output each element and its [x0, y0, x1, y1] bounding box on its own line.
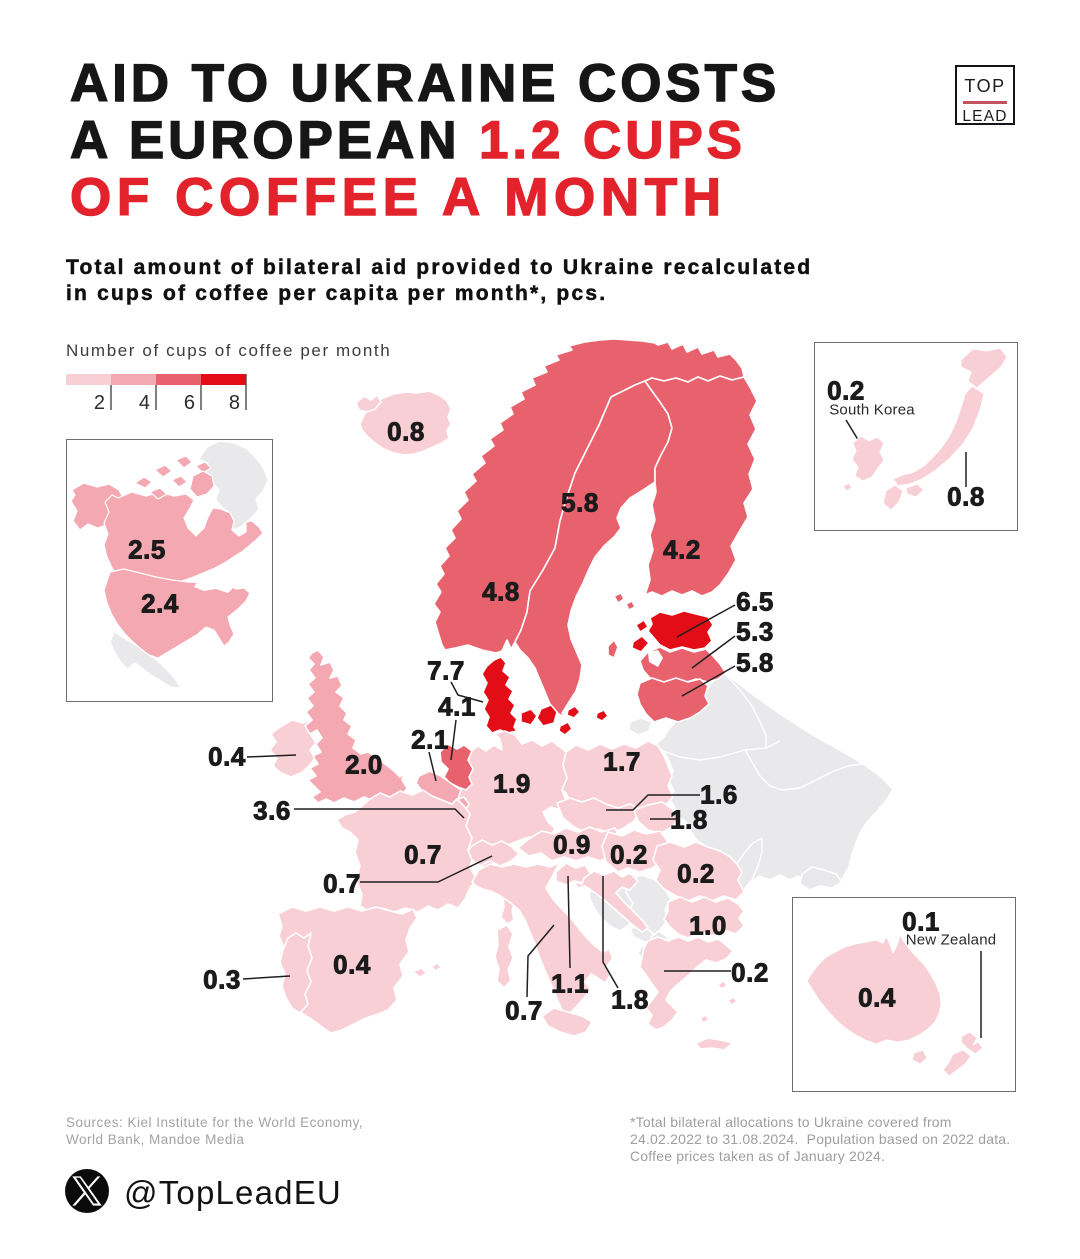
svg-text:6: 6	[184, 392, 195, 414]
svg-text:8: 8	[229, 392, 240, 414]
svg-text:4: 4	[139, 392, 150, 414]
svg-text:2: 2	[94, 392, 105, 414]
